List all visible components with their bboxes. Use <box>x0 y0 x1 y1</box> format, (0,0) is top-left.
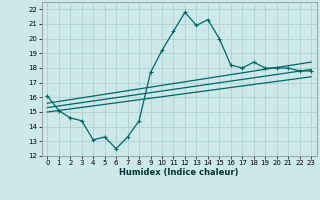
X-axis label: Humidex (Indice chaleur): Humidex (Indice chaleur) <box>119 168 239 177</box>
